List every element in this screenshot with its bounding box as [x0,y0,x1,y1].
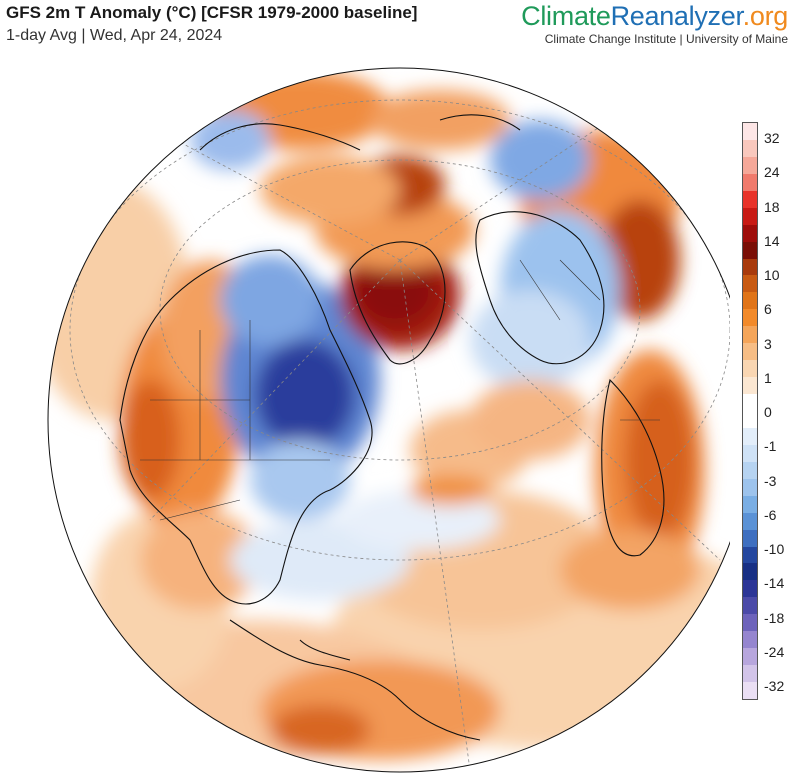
color-scale-swatch [743,411,757,429]
color-scale-swatch [743,309,757,327]
color-scale-swatch [743,123,757,141]
color-scale-label: 10 [764,267,780,283]
color-scale-swatch [743,139,757,158]
color-scale-label: -10 [764,541,785,557]
color-scale-label: 3 [764,335,772,352]
color-scale-swatch [743,512,757,531]
color-scale-swatch [743,173,757,192]
color-scale-swatch [743,292,757,310]
color-scale-label: -18 [764,609,785,626]
color-scale-bar [742,122,758,700]
color-scale-label: 0 [764,404,772,420]
color-scale-swatch [743,631,757,649]
color-scale-label: -32 [764,678,785,694]
color-scale-swatch [743,529,757,548]
map-title: GFS 2m T Anomaly (°C) [CFSR 1979-2000 ba… [6,3,418,22]
color-scale-swatch [743,495,757,514]
color-scale-swatch [743,546,757,564]
temperature-anomaly-globe [47,67,730,773]
color-scale-swatch [743,190,757,209]
color-scale-swatch [743,665,757,683]
borders [140,259,660,521]
color-scale-swatch [743,682,757,700]
color-scale-swatch [743,258,757,276]
coastlines [119,114,665,741]
color-scale-swatch [743,207,757,226]
color-scale-swatch [743,648,757,666]
color-scale-swatch [743,461,757,480]
brand-logo-part3: .org [742,1,789,31]
color-scale-swatch [743,377,757,395]
color-scale-label: 14 [764,232,780,249]
color-scale-swatch [743,224,757,243]
globe-outline [47,67,730,773]
color-scale-swatch [743,275,757,293]
map-subtitle: 1-day Avg | Wed, Apr 24, 2024 [6,27,223,44]
color-scale-label: -3 [764,472,777,489]
color-scale-label: -6 [764,506,777,523]
globe-fill [48,68,730,772]
color-scale-swatch [743,580,757,598]
color-scale-label: -24 [764,643,785,660]
color-scale-swatch [743,614,757,632]
brand-logo-part2: Reanalyzer [610,1,743,31]
color-scale-label: -1 [764,438,777,455]
color-scale-swatch [743,156,757,175]
color-scale-swatch [743,241,757,260]
brand-block[interactable]: ClimateReanalyzer.org Climate Change Ins… [521,1,788,46]
brand-logo[interactable]: ClimateReanalyzer.org [521,1,788,31]
color-scale-swatch [743,326,757,344]
color-scale-swatch [743,563,757,581]
color-scale-swatch [743,597,757,615]
color-scale-label: 24 [764,164,780,181]
color-scale-swatch [743,343,757,361]
color-scale-swatch [743,444,757,463]
color-scale-label: 6 [764,301,772,318]
color-scale-swatch [743,478,757,497]
color-scale-label: 32 [764,130,780,146]
color-scale-swatch [743,360,757,378]
color-scale-label: 1 [764,369,772,386]
brand-logo-part1: Climate [521,1,611,31]
color-scale-swatch [743,394,757,412]
brand-tagline: Climate Change Institute | University of… [544,32,788,46]
color-scale-swatch [743,427,757,446]
color-scale-label: -14 [764,575,785,592]
color-scale-label: 18 [764,198,780,215]
